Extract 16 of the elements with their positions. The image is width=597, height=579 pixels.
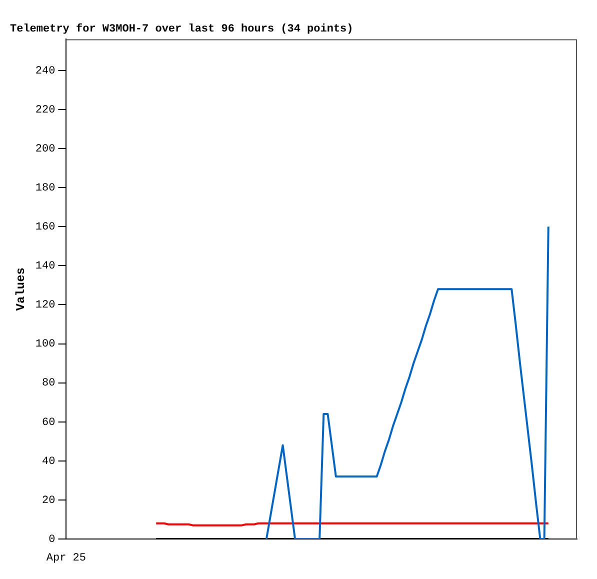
- y-tick-label: 80: [42, 378, 56, 390]
- chart-title: Telemetry for W3MOH-7 over last 96 hours (34 points): [10, 22, 354, 36]
- y-tick-label: 20: [42, 494, 56, 507]
- y-tick-label: 40: [42, 456, 56, 468]
- y-tick-label: 0: [48, 534, 56, 546]
- y-tick-label: 240: [35, 65, 56, 78]
- y-axis-title: Values: [14, 267, 28, 311]
- y-tick-label: 140: [35, 260, 56, 273]
- y-tick-label: 120: [35, 300, 56, 312]
- x-tick-label: Apr 25: [46, 552, 86, 565]
- y-tick-label: 100: [35, 338, 56, 351]
- y-tick-label: 200: [35, 143, 56, 156]
- y-tick-label: 220: [35, 104, 56, 116]
- y-tick-label: 160: [35, 222, 56, 234]
- y-tick-label: 180: [35, 182, 56, 194]
- y-tick-label: 60: [42, 416, 56, 429]
